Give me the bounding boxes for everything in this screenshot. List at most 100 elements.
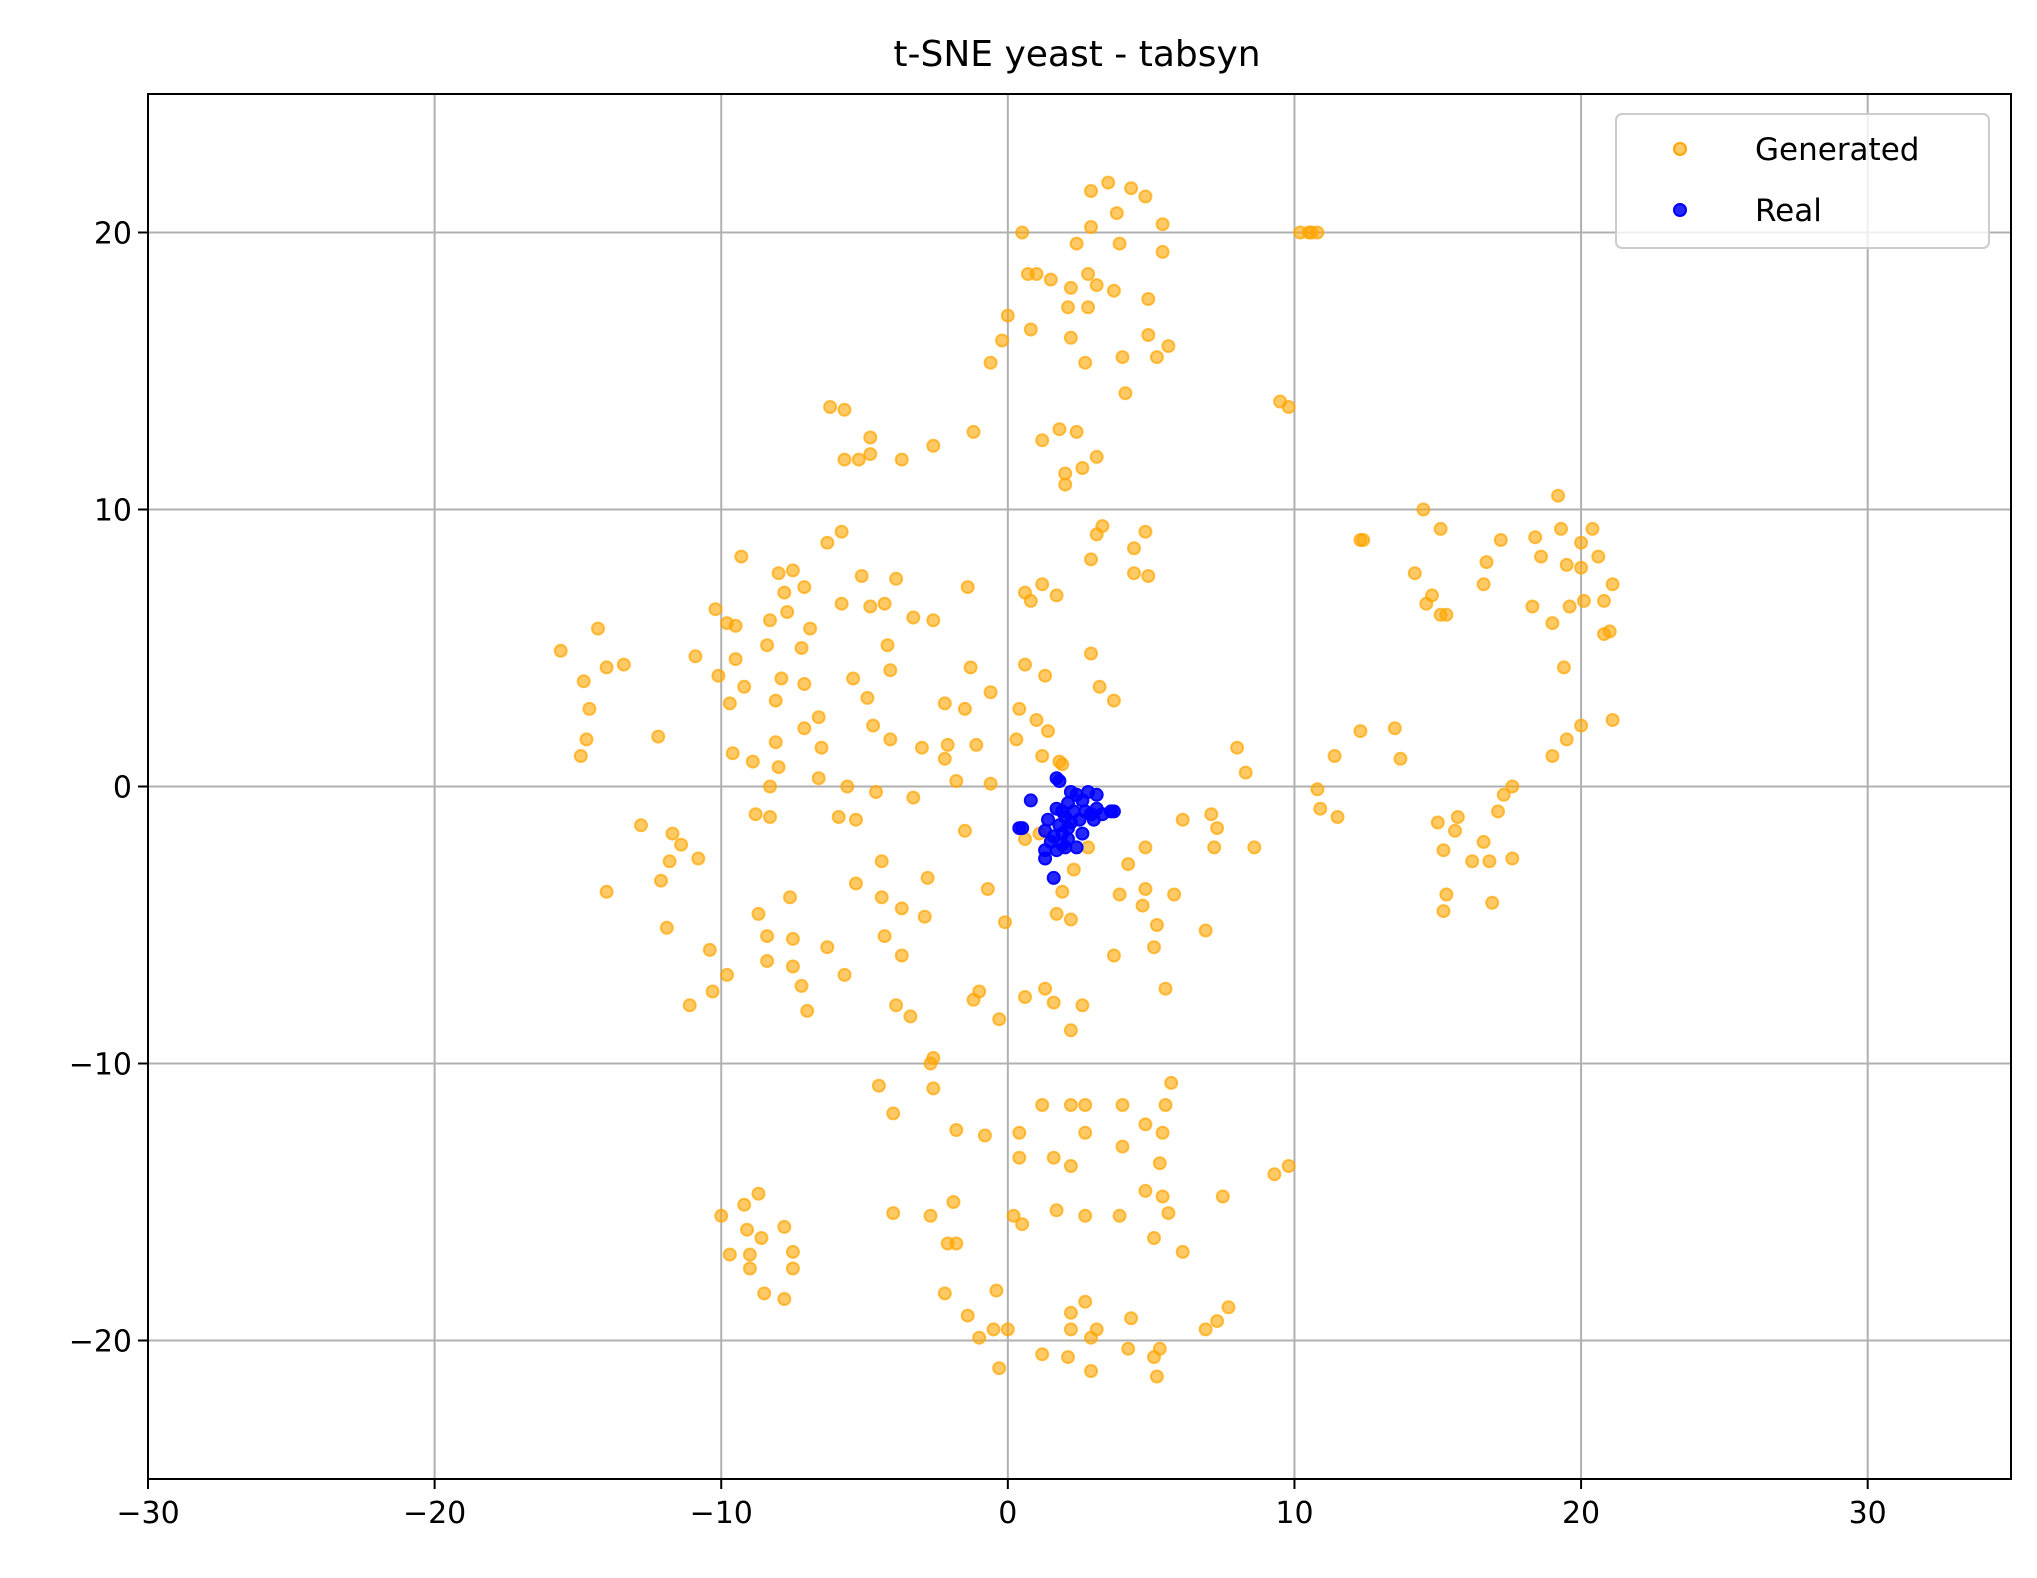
data-point-generated [1046, 995, 1061, 1010]
data-point-generated [711, 668, 726, 683]
data-point-generated [840, 779, 855, 794]
data-point-generated [1081, 267, 1096, 281]
data-point-generated [553, 643, 568, 658]
data-point-generated [1069, 236, 1084, 251]
data-point-generated [966, 424, 981, 439]
data-point-generated [763, 613, 777, 628]
data-point-generated [573, 749, 588, 763]
data-point-generated [949, 1123, 964, 1137]
data-point-generated [760, 638, 775, 653]
data-point-generated [722, 1247, 737, 1262]
data-point-generated [883, 663, 898, 678]
data-point-generated [1430, 815, 1445, 830]
data-point-generated [763, 810, 777, 824]
data-point-generated [883, 732, 898, 747]
data-point-generated [1210, 821, 1225, 836]
data-point-generated [579, 732, 594, 747]
data-point-generated [1106, 283, 1121, 298]
data-point-generated [1419, 596, 1434, 611]
legend-label-real: Real [1755, 193, 1822, 229]
data-point-generated [1436, 843, 1451, 858]
data-point-generated [634, 818, 648, 833]
data-point-generated [1089, 1322, 1104, 1337]
y-tick-label: 0 [113, 771, 132, 806]
data-point-generated [714, 1208, 729, 1223]
data-point-generated [983, 776, 998, 791]
data-point-generated [1078, 1098, 1093, 1112]
data-point-generated [1095, 519, 1110, 534]
data-point-generated [1149, 1369, 1164, 1384]
data-point-generated [1063, 1322, 1078, 1337]
grid-lines [147, 94, 2011, 1479]
data-point-generated [734, 549, 749, 564]
data-point-generated [1313, 801, 1328, 816]
data-point-generated [1158, 981, 1173, 996]
data-point-generated [1106, 948, 1121, 963]
x-tick-label: −30 [116, 1496, 179, 1531]
data-point-generated [823, 400, 838, 414]
data-point-generated [1006, 1208, 1021, 1223]
data-point-generated [751, 906, 766, 921]
data-point-generated [651, 729, 666, 744]
legend-label-generated: Generated [1755, 132, 1919, 168]
data-point-generated [1112, 887, 1127, 902]
data-point-generated [877, 929, 892, 944]
data-point-generated [834, 524, 849, 539]
data-point-generated [1043, 272, 1058, 287]
data-points [553, 175, 1620, 1384]
data-point-generated [1559, 557, 1574, 572]
data-point-generated [794, 641, 809, 655]
legend-marker-generated [1673, 142, 1687, 156]
data-point-generated [834, 596, 849, 611]
data-point-generated [1078, 1294, 1093, 1309]
data-point-generated [920, 870, 935, 885]
data-point-generated [1124, 1311, 1139, 1326]
data-point-generated [998, 915, 1012, 930]
data-point-generated [742, 1261, 757, 1276]
data-point-generated [757, 1286, 772, 1301]
data-point-generated [1089, 449, 1104, 464]
data-point-generated [659, 920, 674, 935]
data-point-generated [1075, 998, 1090, 1013]
data-point-generated [1221, 1300, 1236, 1315]
data-point-generated [1605, 577, 1620, 592]
data-point-generated [1465, 854, 1480, 869]
x-tick-label: 10 [1275, 1496, 1313, 1531]
data-point-generated [880, 638, 895, 653]
data-point-generated [1207, 840, 1222, 855]
legend-box [1615, 113, 1990, 249]
data-point-generated [926, 438, 941, 453]
data-point-generated [725, 746, 740, 761]
data-point-generated [1084, 220, 1098, 234]
data-point-generated [702, 942, 717, 957]
data-point-real [1069, 840, 1084, 855]
data-point-real [1075, 826, 1090, 841]
data-point-generated [1161, 339, 1176, 354]
data-point-generated [1559, 732, 1574, 747]
data-point-generated [1063, 280, 1078, 295]
data-point-generated [1505, 851, 1520, 866]
data-point-generated [1055, 884, 1070, 899]
data-point-generated [1052, 422, 1067, 437]
data-point-generated [983, 685, 998, 700]
data-point-generated [886, 1206, 901, 1221]
data-point-generated [963, 660, 978, 675]
data-point-generated [1055, 757, 1070, 772]
data-point-generated [1081, 840, 1096, 855]
data-point-generated [662, 854, 677, 869]
x-tick-label: −20 [403, 1496, 466, 1531]
data-point-generated [1416, 502, 1431, 517]
data-point-generated [923, 1208, 938, 1223]
data-point-generated [794, 978, 809, 993]
data-point-generated [969, 737, 984, 752]
data-point-generated [1407, 566, 1422, 581]
data-point-generated [1198, 923, 1213, 938]
data-point-generated [1585, 521, 1600, 536]
data-point-generated [1115, 1098, 1130, 1112]
data-point-generated [903, 1009, 918, 1024]
data-point-generated [1281, 1159, 1296, 1173]
data-point-generated [1049, 588, 1064, 603]
data-point-generated [1015, 225, 1030, 240]
data-point-generated [803, 621, 818, 636]
data-point-generated [591, 621, 605, 636]
